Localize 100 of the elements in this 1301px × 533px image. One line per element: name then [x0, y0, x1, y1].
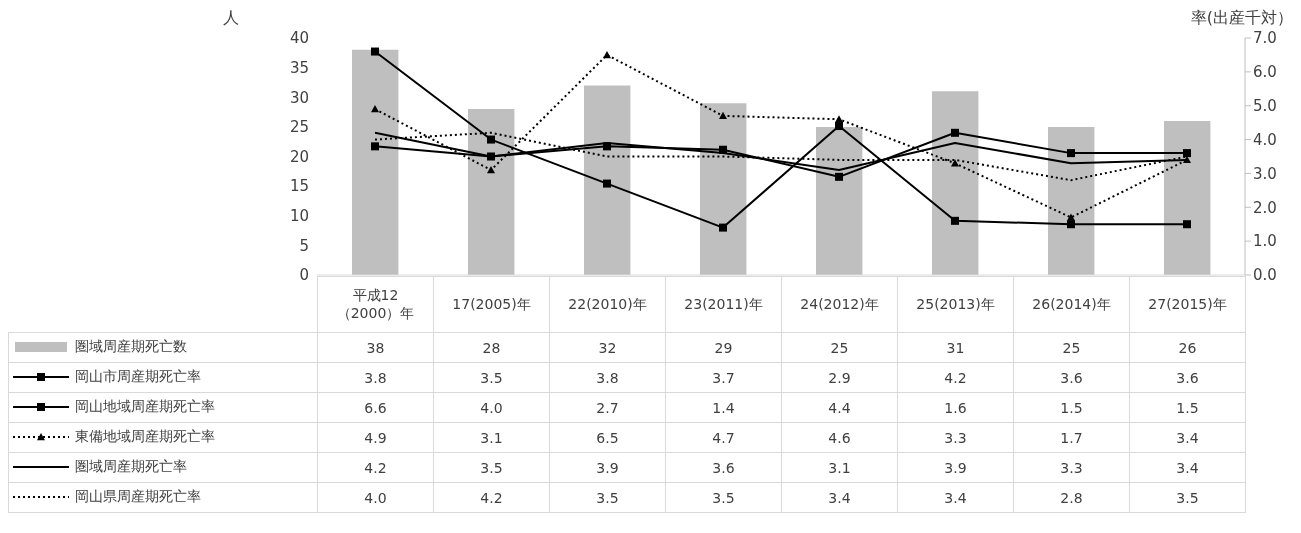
data-label: 3.8 — [549, 362, 666, 393]
data-label: 3.8 — [317, 362, 434, 393]
data-label: 6.5 — [549, 422, 666, 453]
data-label: 2.8 — [1013, 482, 1130, 513]
data-label: 1.4 — [665, 392, 782, 423]
x-tick-label: 24(2012)年 — [781, 276, 898, 333]
legend-label: 岡山地域周産期死亡率 — [75, 398, 215, 416]
bar — [700, 103, 747, 275]
point — [487, 152, 495, 161]
y-tick-label: 30 — [289, 88, 309, 107]
data-label: 4.2 — [433, 482, 550, 513]
data-label: 3.7 — [665, 362, 782, 393]
point — [951, 216, 959, 225]
legend-label: 圏域周産期死亡数 — [75, 338, 187, 356]
point — [371, 142, 379, 151]
data-label: 1.5 — [1013, 392, 1130, 423]
point — [603, 142, 611, 151]
bar — [932, 91, 979, 275]
point — [603, 50, 611, 59]
data-label: 3.5 — [433, 362, 550, 393]
bar — [468, 109, 515, 275]
data-label: 3.6 — [665, 452, 782, 483]
data-label: 38 — [317, 332, 434, 363]
y-tick-label: 35 — [289, 58, 309, 77]
data-label: 3.5 — [665, 482, 782, 513]
data-label: 4.2 — [317, 452, 434, 483]
data-label: 4.4 — [781, 392, 898, 423]
bar — [1048, 126, 1095, 275]
data-label: 3.4 — [1129, 422, 1246, 453]
data-label: 3.4 — [897, 482, 1014, 513]
data-label: 28 — [433, 332, 550, 363]
data-label: 3.1 — [433, 422, 550, 453]
x-tick-label: 22(2010)年 — [549, 276, 666, 333]
legend-label: 圏域周産期死亡率 — [75, 458, 187, 476]
data-label: 3.4 — [1129, 452, 1246, 483]
point — [1183, 220, 1191, 229]
data-label: 3.5 — [433, 452, 550, 483]
point — [371, 105, 379, 113]
data-label: 6.6 — [317, 392, 434, 423]
data-label: 25 — [1013, 332, 1130, 363]
y2-tick-label: 1.0 — [1253, 232, 1277, 251]
y2-tick-label: 7.0 — [1253, 29, 1277, 48]
point — [835, 122, 843, 131]
data-label: 3.9 — [897, 452, 1014, 483]
bar — [816, 126, 863, 275]
data-label: 1.7 — [1013, 422, 1130, 453]
data-label: 3.4 — [781, 482, 898, 513]
legend-label: 東備地域周産期死亡率 — [75, 428, 215, 446]
y-axis-title: 人 — [223, 8, 239, 29]
data-label: 2.7 — [549, 392, 666, 423]
y2-tick-label: 2.0 — [1253, 198, 1277, 217]
x-tick-label: 25(2013)年 — [897, 276, 1014, 333]
bar — [352, 49, 399, 275]
point — [487, 166, 495, 174]
point — [603, 179, 611, 188]
x-tick-label: 27(2015)年 — [1129, 276, 1246, 333]
y2-axis-title: 率(出産千対） — [1190, 8, 1293, 29]
data-label: 3.6 — [1013, 362, 1130, 393]
y2-tick-label: 3.0 — [1253, 164, 1277, 183]
data-label: 4.0 — [433, 392, 550, 423]
data-label: 4.7 — [665, 422, 782, 453]
data-label: 3.1 — [781, 452, 898, 483]
y-tick-label: 20 — [289, 147, 309, 166]
y2-tick-label: 6.0 — [1253, 63, 1277, 82]
data-label: 4.0 — [317, 482, 434, 513]
data-label: 3.3 — [897, 422, 1014, 453]
data-label: 3.5 — [1129, 482, 1246, 513]
data-label: 32 — [549, 332, 666, 363]
data-label: 29 — [665, 332, 782, 363]
y-tick-label: 25 — [289, 118, 309, 137]
data-label: 3.6 — [1129, 362, 1246, 393]
y2-tick-label: 5.0 — [1253, 97, 1277, 116]
data-label: 31 — [897, 332, 1014, 363]
data-label: 3.5 — [549, 482, 666, 513]
y-tick-label: 15 — [289, 177, 309, 196]
bar — [584, 85, 631, 275]
y-tick-label: 10 — [289, 207, 309, 226]
point — [719, 223, 727, 232]
bar — [1164, 120, 1211, 275]
data-label: 4.6 — [781, 422, 898, 453]
point — [835, 172, 843, 181]
legend-label: 岡山県周産期死亡率 — [75, 488, 201, 506]
data-label: 25 — [781, 332, 898, 363]
x-tick-label: 23(2011)年 — [665, 276, 782, 333]
data-label: 4.9 — [317, 422, 434, 453]
y-tick-label: 5 — [299, 236, 309, 255]
data-label: 3.3 — [1013, 452, 1130, 483]
data-label: 26 — [1129, 332, 1246, 363]
point — [1183, 149, 1191, 158]
y-tick-label: 40 — [289, 29, 309, 48]
y2-tick-label: 0.0 — [1253, 266, 1277, 285]
data-label: 1.5 — [1129, 392, 1246, 423]
x-tick-label: 17(2005)年 — [433, 276, 550, 333]
point — [1067, 149, 1075, 158]
point — [1067, 213, 1075, 221]
data-label: 1.6 — [897, 392, 1014, 423]
point — [951, 128, 959, 137]
data-label: 3.9 — [549, 452, 666, 483]
point — [719, 145, 727, 154]
y-tick-label: 0 — [299, 266, 309, 285]
